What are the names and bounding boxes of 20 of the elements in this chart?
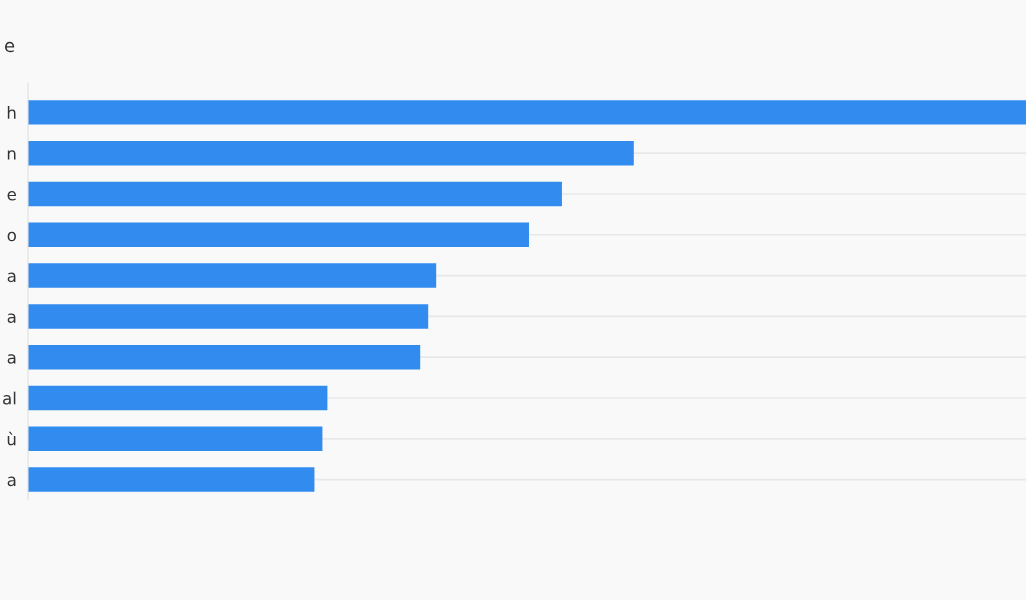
bar xyxy=(28,426,323,452)
y-tick-label: a xyxy=(7,476,16,487)
y-tick-label: n xyxy=(7,150,16,160)
y-tick-label: a xyxy=(7,313,16,323)
y-tick-label: a xyxy=(7,272,16,283)
y-tick-label: e xyxy=(7,190,16,201)
y-tick-label: ù xyxy=(7,431,16,446)
bar xyxy=(28,181,562,207)
bar xyxy=(28,304,429,329)
y-tick-label: h xyxy=(7,106,16,119)
y-tick-label: a xyxy=(7,354,16,364)
bar xyxy=(28,140,634,166)
y-tick-label: o xyxy=(7,231,16,242)
bar xyxy=(28,100,1026,125)
bar xyxy=(28,222,529,248)
bar xyxy=(28,385,328,411)
bar xyxy=(28,263,437,288)
y-tick-label: al xyxy=(3,391,16,405)
bar xyxy=(28,467,315,492)
bar xyxy=(28,344,421,370)
